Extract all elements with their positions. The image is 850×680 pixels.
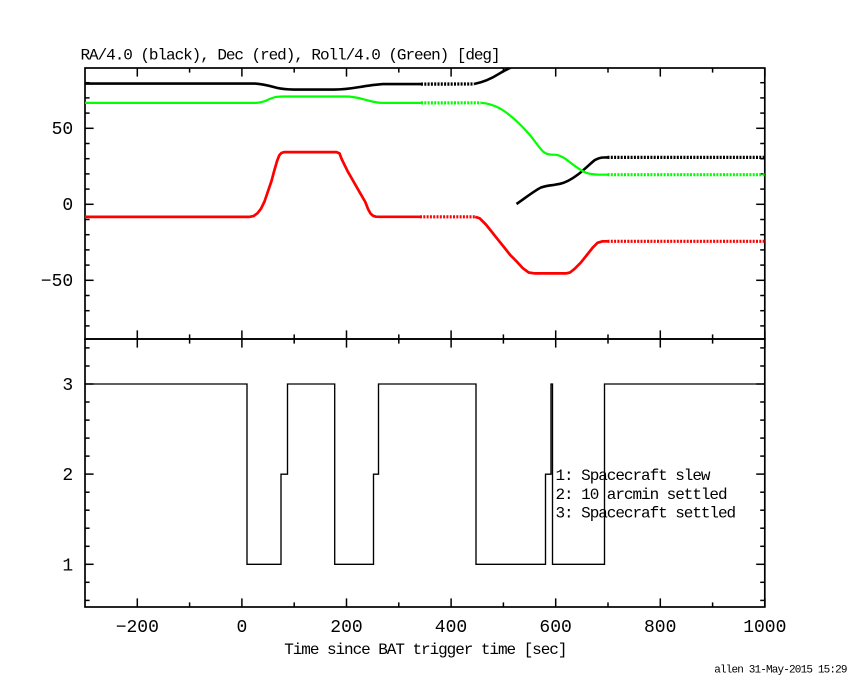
svg-text:800: 800 xyxy=(644,618,676,638)
svg-text:1: Spacecraft slew: 1: Spacecraft slew xyxy=(556,467,711,485)
svg-text:2: 2 xyxy=(62,466,73,486)
svg-text:3: Spacecraft settled: 3: Spacecraft settled xyxy=(556,504,736,522)
svg-text:50: 50 xyxy=(52,120,74,140)
svg-text:0: 0 xyxy=(236,618,247,638)
svg-text:allen 31-May-2015 15:29: allen 31-May-2015 15:29 xyxy=(714,664,847,676)
svg-text:−200: −200 xyxy=(116,618,159,638)
svg-text:1: 1 xyxy=(62,556,73,576)
svg-text:400: 400 xyxy=(435,618,467,638)
svg-text:−50: −50 xyxy=(41,272,73,292)
svg-text:RA/4.0 (black), Dec (red), Rol: RA/4.0 (black), Dec (red), Roll/4.0 (Gre… xyxy=(81,47,500,65)
svg-text:200: 200 xyxy=(330,618,362,638)
svg-text:Time since BAT trigger time [s: Time since BAT trigger time [sec] xyxy=(284,641,566,659)
svg-text:2: 10 arcmin settled: 2: 10 arcmin settled xyxy=(556,486,727,504)
svg-text:0: 0 xyxy=(62,196,73,216)
svg-text:600: 600 xyxy=(539,618,571,638)
svg-text:3: 3 xyxy=(62,376,73,396)
svg-text:1000: 1000 xyxy=(743,618,786,638)
